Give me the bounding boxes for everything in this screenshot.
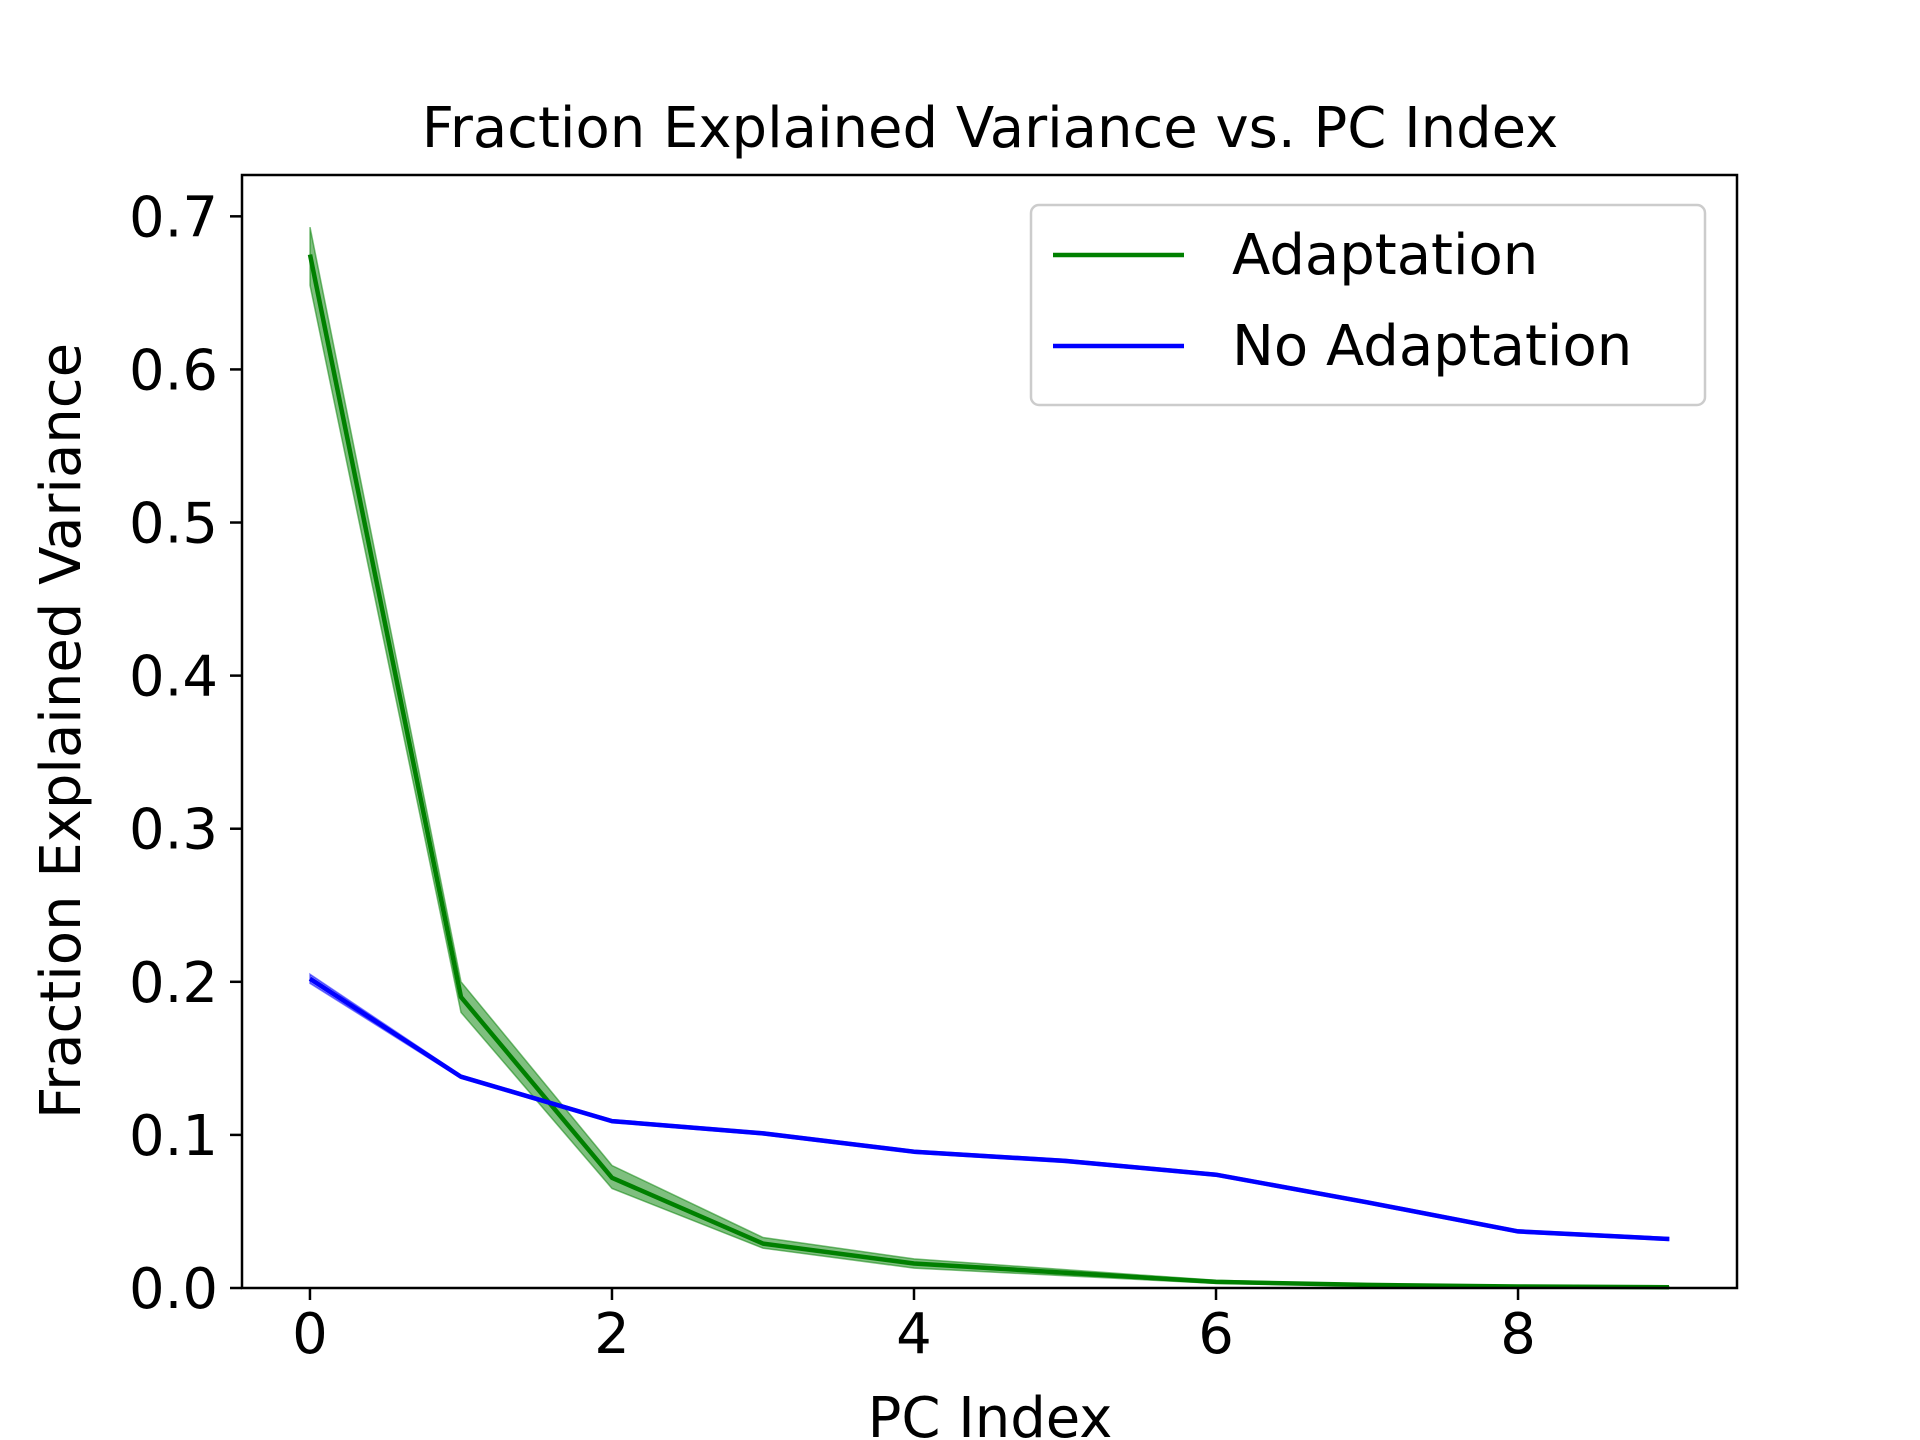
- line-adaptation: [307, 254, 1670, 1290]
- y-tick-label: 0.1: [129, 1104, 218, 1169]
- y-tick-label: 0.5: [129, 492, 218, 557]
- y-tick-label: 0.0: [129, 1257, 218, 1322]
- x-axis-ticks: 0 2 4 6 8: [292, 1288, 1536, 1367]
- y-tick-label: 0.2: [129, 951, 218, 1016]
- plot-frame: [240, 173, 1739, 1290]
- y-tick-label: 0.4: [129, 645, 218, 710]
- legend-label-no-adaptation: No Adaptation: [1232, 314, 1632, 379]
- x-axis-label: PC Index: [868, 1386, 1113, 1440]
- x-tick-label: 8: [1500, 1302, 1536, 1367]
- legend-label-adaptation: Adaptation: [1232, 223, 1538, 288]
- y-tick-label: 0.7: [129, 185, 218, 250]
- y-axis-ticks: 0.0 0.1 0.2 0.3 0.4 0.5 0.6 0.7: [129, 185, 242, 1322]
- y-axis-label: Fraction Explained Variance: [29, 343, 94, 1119]
- chart-title: Fraction Explained Variance vs. PC Index: [422, 96, 1559, 161]
- series-lines: [307, 254, 1670, 1290]
- x-tick-label: 2: [594, 1302, 630, 1367]
- x-tick-label: 6: [1198, 1302, 1234, 1367]
- x-tick-label: 0: [292, 1302, 328, 1367]
- y-tick-label: 0.6: [129, 338, 218, 403]
- x-tick-label: 4: [896, 1302, 932, 1367]
- line-no-adaptation: [308, 976, 1670, 1242]
- y-tick-label: 0.3: [129, 798, 218, 863]
- legend-box: [1029, 203, 1707, 407]
- legend: Adaptation No Adaptation: [1029, 203, 1707, 407]
